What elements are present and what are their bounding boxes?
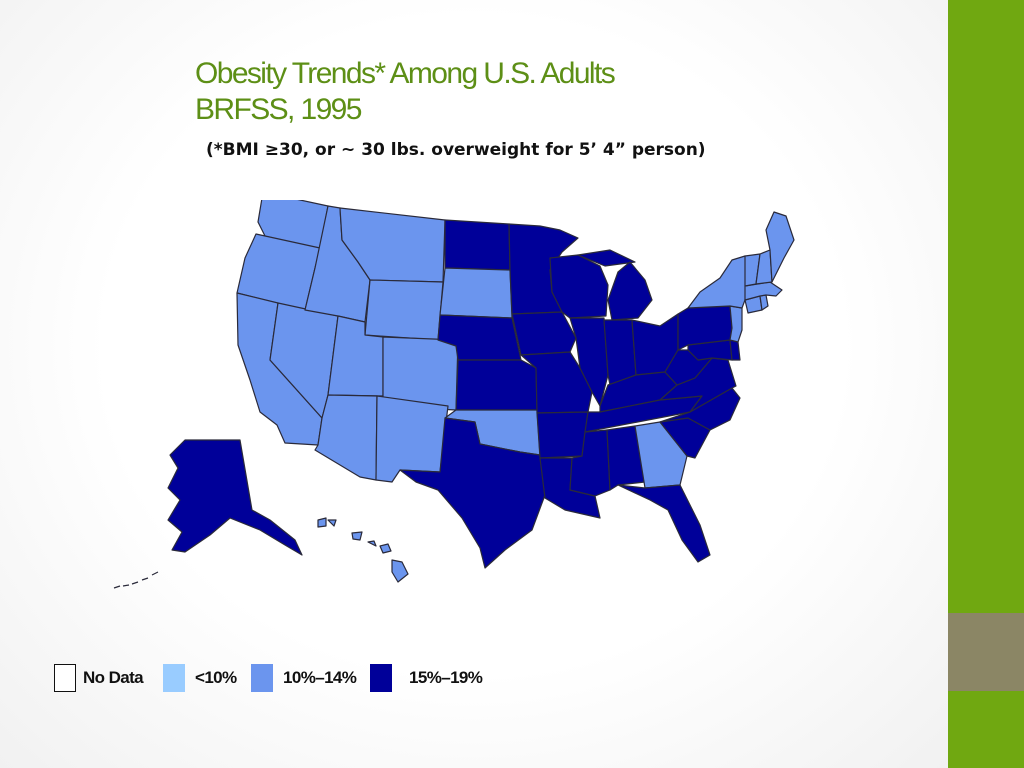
legend-label-10-14: 10%–14%: [283, 668, 357, 687]
state-new-jersey: [729, 305, 743, 343]
state-delaware: [729, 339, 741, 361]
state-north-dakota: [444, 219, 511, 271]
legend-label-15-19: 15%–19%: [409, 668, 483, 687]
bmi-footnote: (*BMI ≥30, or ~ 30 lbs. overweight for 5…: [206, 140, 706, 160]
state-indiana: [603, 319, 637, 386]
state-new-mexico: [375, 395, 449, 483]
state-florida: [617, 484, 711, 563]
legend-swatch-15-19: [370, 664, 392, 692]
alaska-aleutian-islands: [113, 571, 159, 589]
state-maine: [765, 211, 795, 283]
state-missouri: [520, 351, 593, 414]
legend-swatch-no-data: [54, 664, 76, 692]
state-georgia: [634, 421, 688, 489]
state-kansas: [455, 359, 538, 411]
state-massachusetts: [744, 281, 783, 301]
state-north-carolina: [659, 387, 741, 431]
state-alaska: [167, 439, 303, 556]
title-line-1: Obesity Trends* Among U.S. Adults: [195, 57, 616, 90]
legend-label-under-10: <10%: [195, 668, 237, 687]
state-arizona: [314, 394, 378, 481]
state-texas: [399, 417, 546, 569]
state-minnesota: [508, 223, 579, 315]
legend-label-no-data: No Data: [83, 668, 144, 687]
map-legend: No Data <10% 10%–14% 15%–19%: [0, 662, 948, 698]
state-wisconsin: [549, 254, 609, 319]
legend-swatch-under-10: [163, 664, 185, 692]
title-line-2: BRFSS, 1995: [195, 93, 362, 126]
state-new-york: [687, 255, 749, 309]
state-wyoming: [364, 279, 444, 341]
state-alabama: [606, 425, 646, 491]
state-rhode-island: [759, 294, 769, 311]
sidebar-green-band-top: [948, 0, 1024, 613]
sidebar-green-band-bottom: [948, 691, 1024, 768]
state-iowa: [511, 311, 577, 356]
state-arkansas: [536, 411, 589, 459]
state-south-dakota: [439, 267, 513, 319]
sidebar-gray-band: [948, 613, 1024, 691]
state-hawaii: [317, 517, 409, 583]
us-choropleth-map: [113, 200, 795, 589]
slide-title: Obesity Trends* Among U.S. Adults BRFSS,…: [195, 56, 616, 128]
legend-swatch-10-14: [251, 664, 273, 692]
